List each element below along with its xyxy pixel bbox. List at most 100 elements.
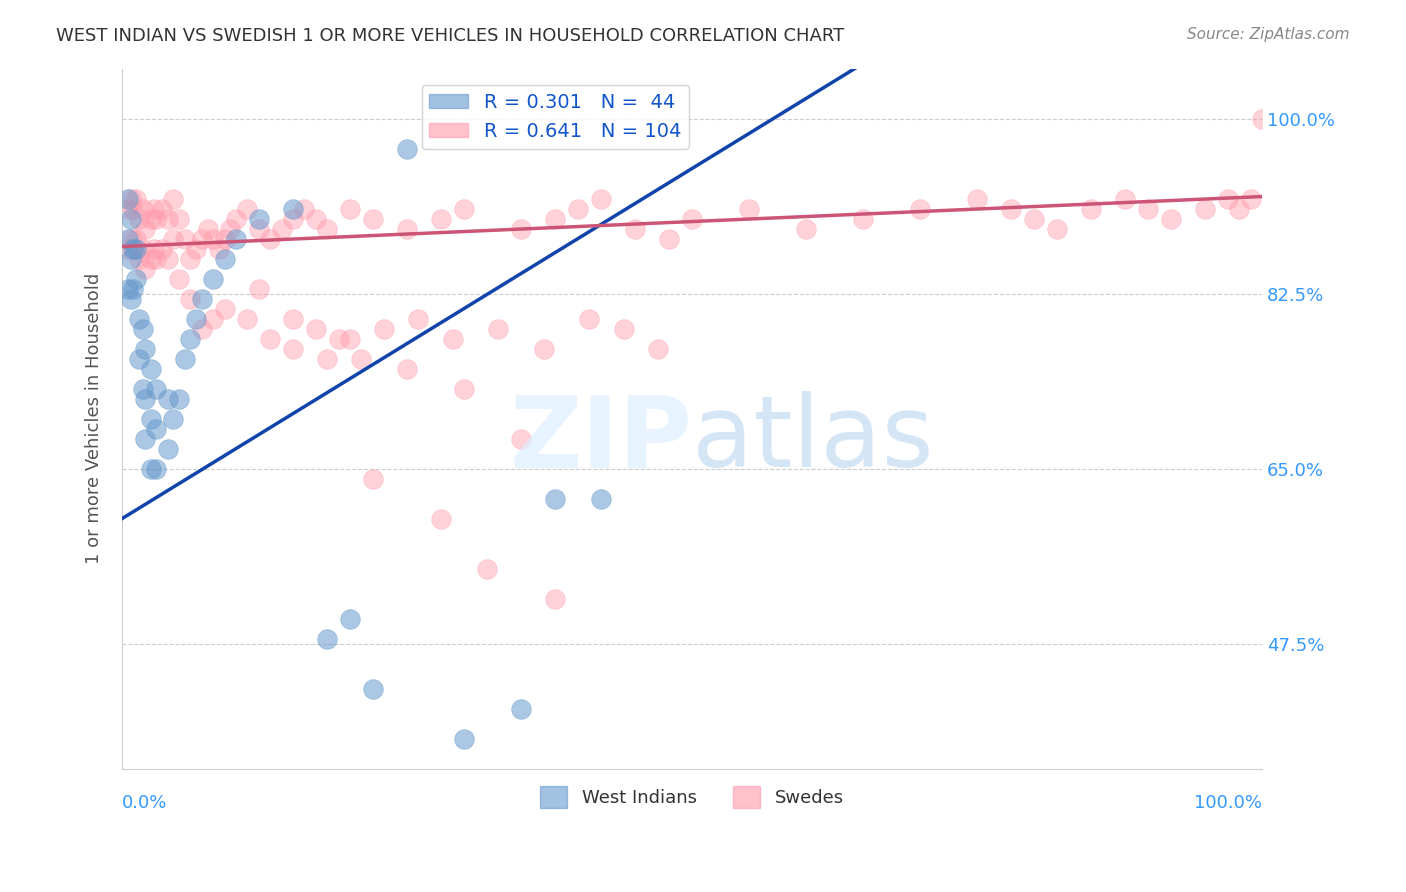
Point xyxy=(544,491,567,506)
Point xyxy=(191,321,214,335)
Point xyxy=(122,242,145,256)
Point xyxy=(122,281,145,295)
Point xyxy=(305,211,328,226)
Point xyxy=(794,221,817,235)
Point xyxy=(131,242,153,256)
Point xyxy=(186,242,208,256)
Point xyxy=(145,421,167,435)
Point xyxy=(328,332,350,346)
Point xyxy=(186,311,208,326)
Point xyxy=(145,382,167,396)
Point xyxy=(125,271,148,285)
Point xyxy=(208,242,231,256)
Point xyxy=(453,731,475,746)
Point xyxy=(441,332,464,346)
Point xyxy=(150,202,173,216)
Point xyxy=(1046,221,1069,235)
Point xyxy=(120,292,142,306)
Point xyxy=(395,142,418,156)
Point xyxy=(294,202,316,216)
Point xyxy=(197,221,219,235)
Point xyxy=(589,491,612,506)
Point xyxy=(589,192,612,206)
Point xyxy=(117,202,139,216)
Point xyxy=(202,271,225,285)
Y-axis label: 1 or more Vehicles in Household: 1 or more Vehicles in Household xyxy=(86,273,103,565)
Point xyxy=(143,202,166,216)
Point xyxy=(117,242,139,256)
Point xyxy=(281,342,304,356)
Point xyxy=(247,281,270,295)
Point xyxy=(134,392,156,406)
Point xyxy=(247,211,270,226)
Point xyxy=(681,211,703,226)
Point xyxy=(1022,211,1045,226)
Point xyxy=(361,211,384,226)
Point xyxy=(162,231,184,245)
Point xyxy=(430,511,453,525)
Point xyxy=(214,252,236,266)
Point xyxy=(139,211,162,226)
Point xyxy=(139,252,162,266)
Point xyxy=(128,351,150,366)
Point xyxy=(316,221,339,235)
Point xyxy=(408,311,430,326)
Legend: West Indians, Swedes: West Indians, Swedes xyxy=(533,779,851,815)
Point xyxy=(134,432,156,446)
Point xyxy=(167,211,190,226)
Point xyxy=(156,252,179,266)
Point xyxy=(162,192,184,206)
Point xyxy=(167,271,190,285)
Point xyxy=(270,221,292,235)
Point xyxy=(361,472,384,486)
Point xyxy=(120,231,142,245)
Point xyxy=(179,332,201,346)
Point xyxy=(350,351,373,366)
Point xyxy=(202,231,225,245)
Point xyxy=(156,392,179,406)
Point xyxy=(134,261,156,276)
Point xyxy=(156,442,179,456)
Point xyxy=(125,242,148,256)
Point xyxy=(281,202,304,216)
Point xyxy=(145,461,167,475)
Point xyxy=(236,202,259,216)
Point xyxy=(162,411,184,425)
Point xyxy=(908,202,931,216)
Point xyxy=(117,281,139,295)
Point xyxy=(533,342,555,356)
Point xyxy=(259,231,281,245)
Text: atlas: atlas xyxy=(692,391,934,488)
Point xyxy=(139,461,162,475)
Point xyxy=(738,202,761,216)
Point xyxy=(128,311,150,326)
Point xyxy=(125,231,148,245)
Point xyxy=(179,252,201,266)
Point xyxy=(1136,202,1159,216)
Point xyxy=(145,211,167,226)
Point xyxy=(134,221,156,235)
Point xyxy=(1000,202,1022,216)
Point xyxy=(453,382,475,396)
Point xyxy=(281,311,304,326)
Text: ZIP: ZIP xyxy=(509,391,692,488)
Point xyxy=(117,231,139,245)
Text: 0.0%: 0.0% xyxy=(122,794,167,812)
Point xyxy=(647,342,669,356)
Point xyxy=(1194,202,1216,216)
Point xyxy=(225,211,247,226)
Point xyxy=(361,681,384,696)
Text: WEST INDIAN VS SWEDISH 1 OR MORE VEHICLES IN HOUSEHOLD CORRELATION CHART: WEST INDIAN VS SWEDISH 1 OR MORE VEHICLE… xyxy=(56,27,845,45)
Point xyxy=(202,311,225,326)
Point xyxy=(305,321,328,335)
Point xyxy=(191,231,214,245)
Point xyxy=(179,292,201,306)
Point xyxy=(247,221,270,235)
Point xyxy=(128,252,150,266)
Point xyxy=(339,612,361,626)
Point xyxy=(1114,192,1136,206)
Point xyxy=(167,392,190,406)
Point xyxy=(373,321,395,335)
Point xyxy=(139,361,162,376)
Point xyxy=(1239,192,1261,206)
